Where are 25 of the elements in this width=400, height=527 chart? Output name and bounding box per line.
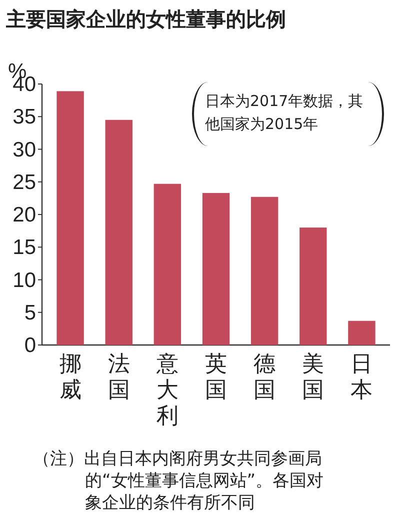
x-tick-label: 德国: [252, 352, 277, 404]
x-tick-label: 英国: [204, 352, 228, 404]
bar: [202, 192, 230, 345]
x-tick-label: 挪威: [58, 352, 82, 404]
y-tick-label: 5: [24, 301, 36, 324]
y-tick-label: 30: [12, 138, 36, 162]
bar: [300, 228, 327, 345]
text: （注）出自日本内阁府男女共同参画局的“女性董事信息网站”。各国对象企业的条件有所不同: [33, 448, 325, 514]
y-tick-label: 0: [24, 334, 36, 357]
bar: [105, 120, 132, 345]
y-tick-label: 35: [12, 106, 36, 129]
x-tick-label: 法国: [106, 352, 131, 404]
y-tick-label: 15: [12, 236, 36, 260]
bar: [250, 196, 278, 345]
x-tick-label: 意大利: [155, 352, 180, 430]
bar: [348, 320, 376, 345]
bar: [154, 184, 182, 345]
y-tick-label: 20: [12, 204, 36, 226]
annotation: 日本为2017年数据，其他国家为2015年: [205, 91, 364, 135]
y-tick-label: 10: [12, 268, 36, 292]
x-tick-label: 日本: [350, 352, 374, 404]
bar: [56, 91, 84, 345]
y-tick-label: 25: [12, 170, 36, 194]
x-tick-label: 美国: [301, 352, 326, 404]
chart-title: 主要国家企业的女性董事的比例: [6, 6, 286, 33]
